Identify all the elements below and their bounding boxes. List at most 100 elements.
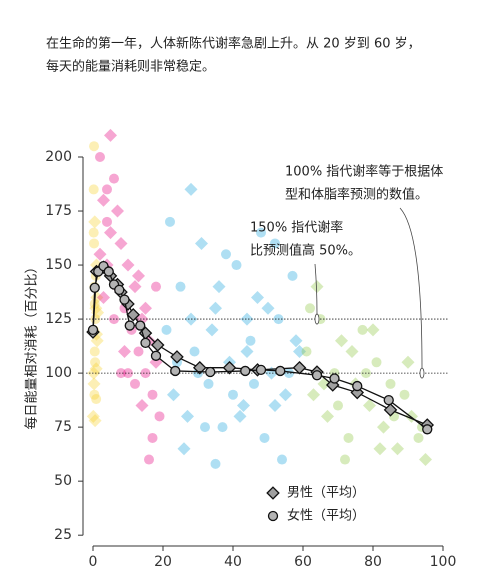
cloud-point — [333, 400, 343, 411]
cloud-point — [89, 362, 103, 376]
cloud-point — [399, 389, 410, 400]
mean-point — [383, 403, 398, 417]
cloud-point — [181, 409, 194, 423]
cloud-point — [135, 399, 149, 413]
cloud-point — [245, 335, 256, 346]
cloud-point — [261, 301, 275, 315]
x-tick-label: 20 — [154, 554, 172, 570]
cloud-point — [139, 301, 152, 315]
x-tick-label: 80 — [364, 554, 382, 570]
mean-point — [292, 360, 307, 375]
cloud-point — [321, 409, 334, 423]
cloud-point — [109, 173, 119, 184]
cloud-point — [256, 227, 266, 238]
cloud-point — [89, 346, 100, 357]
y-axis-title: 每日能量相对消耗（百分比） — [24, 260, 40, 429]
cloud-point — [200, 422, 210, 433]
cloud-point — [279, 388, 292, 402]
cloud-point — [401, 355, 415, 369]
x-tick-label: 60 — [294, 554, 312, 570]
mean-point — [119, 294, 130, 305]
y-tick-label: 75 — [54, 419, 72, 435]
annotation-leader — [399, 207, 423, 369]
cloud-point — [102, 184, 112, 195]
cloud-point — [343, 432, 354, 443]
cloud-point — [161, 324, 172, 335]
cloud-point — [130, 378, 140, 389]
cloud-point — [111, 204, 124, 218]
cloud-point — [89, 238, 100, 249]
cloud-point — [419, 453, 432, 467]
mean-point — [275, 365, 286, 377]
cloud-point — [249, 378, 259, 389]
cloud-point — [373, 442, 387, 456]
y-tick-label: 125 — [45, 311, 72, 327]
mean-point — [383, 394, 394, 406]
cloud-point — [305, 303, 315, 314]
mean-point — [192, 360, 207, 375]
cloud-point — [221, 249, 231, 260]
annotation-text: 型和体脂率预测的数值。 — [285, 187, 428, 203]
annotation-leader — [314, 263, 318, 315]
mean-point — [103, 266, 114, 277]
cloud-point — [377, 420, 390, 434]
cloud-point — [104, 226, 117, 240]
cloud-point — [128, 280, 142, 294]
description-line: 每天的能量消耗则非常稳定。 — [46, 59, 215, 75]
mean-point — [170, 350, 184, 364]
cloud-point — [259, 432, 270, 443]
cloud-point — [89, 301, 103, 315]
cloud-point — [89, 141, 100, 152]
cloud-point — [116, 368, 126, 379]
cloud-point — [345, 345, 359, 358]
y-tick-label: 150 — [45, 257, 72, 273]
mean-point — [222, 360, 237, 375]
cloud-point — [357, 324, 368, 335]
cloud-point — [93, 247, 107, 261]
cloud-point — [97, 290, 110, 304]
cloud-point — [133, 346, 144, 357]
annotation-text: 150% 指代谢率 — [250, 220, 343, 236]
cloud-point — [86, 409, 100, 423]
mean-point — [311, 370, 323, 381]
cloud-point — [209, 301, 222, 315]
cloud-point — [287, 270, 298, 281]
cloud-point — [205, 323, 219, 337]
y-tick-label: 100 — [45, 365, 72, 381]
cloud-point — [366, 323, 380, 337]
cloud-point — [413, 432, 424, 443]
legend-marker — [267, 510, 279, 522]
legend-label: 男性（平均） — [287, 486, 365, 501]
y-tick-label: 25 — [54, 527, 72, 543]
legend-label: 女性（平均） — [287, 508, 365, 524]
cloud-point — [154, 411, 165, 422]
cloud-point — [195, 236, 208, 250]
cloud-point — [391, 442, 404, 456]
cloud-point — [184, 182, 198, 196]
cloud-point — [147, 389, 158, 400]
cloud-point — [301, 346, 312, 357]
cloud-point — [87, 366, 101, 380]
mean-point — [422, 424, 433, 435]
cloud-point — [104, 128, 117, 142]
mean-point — [124, 320, 135, 331]
mean-point — [350, 385, 365, 400]
cloud-point — [102, 216, 112, 227]
mean-point — [126, 307, 141, 322]
cloud-point — [270, 238, 280, 249]
mean-point — [329, 373, 340, 384]
cloud-point — [289, 334, 303, 348]
cloud-point — [121, 258, 135, 272]
mean-point — [150, 350, 162, 361]
mean-point — [255, 364, 267, 376]
cloud-point — [233, 409, 247, 423]
cloud-point — [95, 152, 105, 162]
mean-point — [170, 365, 181, 377]
cloud-point — [88, 215, 102, 229]
mean-point — [150, 338, 165, 352]
mean-point — [135, 320, 146, 331]
cloud-point — [118, 345, 131, 358]
cloud-point — [268, 399, 282, 413]
cloud-point — [307, 388, 320, 402]
cloud-point — [293, 345, 306, 358]
